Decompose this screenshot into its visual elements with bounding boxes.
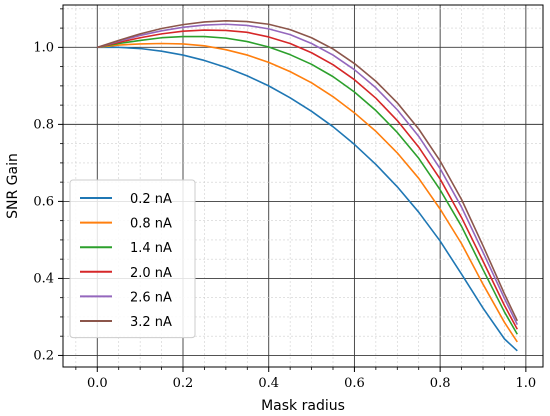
plot-frame [62,4,544,368]
y-tick-label: 0.4 [33,271,54,286]
series-line-1-4-nA [97,35,518,335]
y-tick-label: 0.6 [33,194,54,209]
legend-label: 2.6 nA [130,290,172,305]
y-tick-label: 1.0 [33,40,54,55]
legend-label: 0.8 nA [130,217,172,232]
legend-label: 0.2 nA [130,192,172,207]
x-tick-label: 0.0 [87,376,108,391]
x-tick-label: 1.0 [516,376,537,391]
x-tick-label: 0.4 [258,376,279,391]
grid-layer [63,5,543,367]
legend-label: 2.0 nA [130,266,172,281]
legend: 0.2 nA 0.8 nA 1.4 nA 2.0 nA 2.6 nA 3.2 nA [69,179,196,339]
y-tick-label: 0.8 [33,117,54,132]
x-tick-label: 0.8 [430,376,451,391]
series-line-3-2-nA [97,19,519,322]
y-axis-label: SNR Gain [5,153,21,219]
series-line-0-8-nA [97,42,518,343]
legend-label: 1.4 nA [130,241,172,256]
legend-box [69,179,196,339]
x-tick-label: 0.2 [173,376,194,391]
series-line-0-2-nA [97,46,518,352]
series-line-2-6-nA [97,23,519,325]
x-axis-label: Mask radius [261,398,345,414]
x-tick-label: 0.6 [344,376,365,391]
y-tick-label: 0.2 [33,348,54,363]
series-line-2-0-nA [97,29,518,330]
tick-layer: 0.0 0.2 0.4 0.6 0.8 1.0 0.2 0.4 0.6 0.8 1.0 [33,8,537,391]
series-layer [97,19,519,352]
legend-label: 3.2 nA [130,315,172,330]
